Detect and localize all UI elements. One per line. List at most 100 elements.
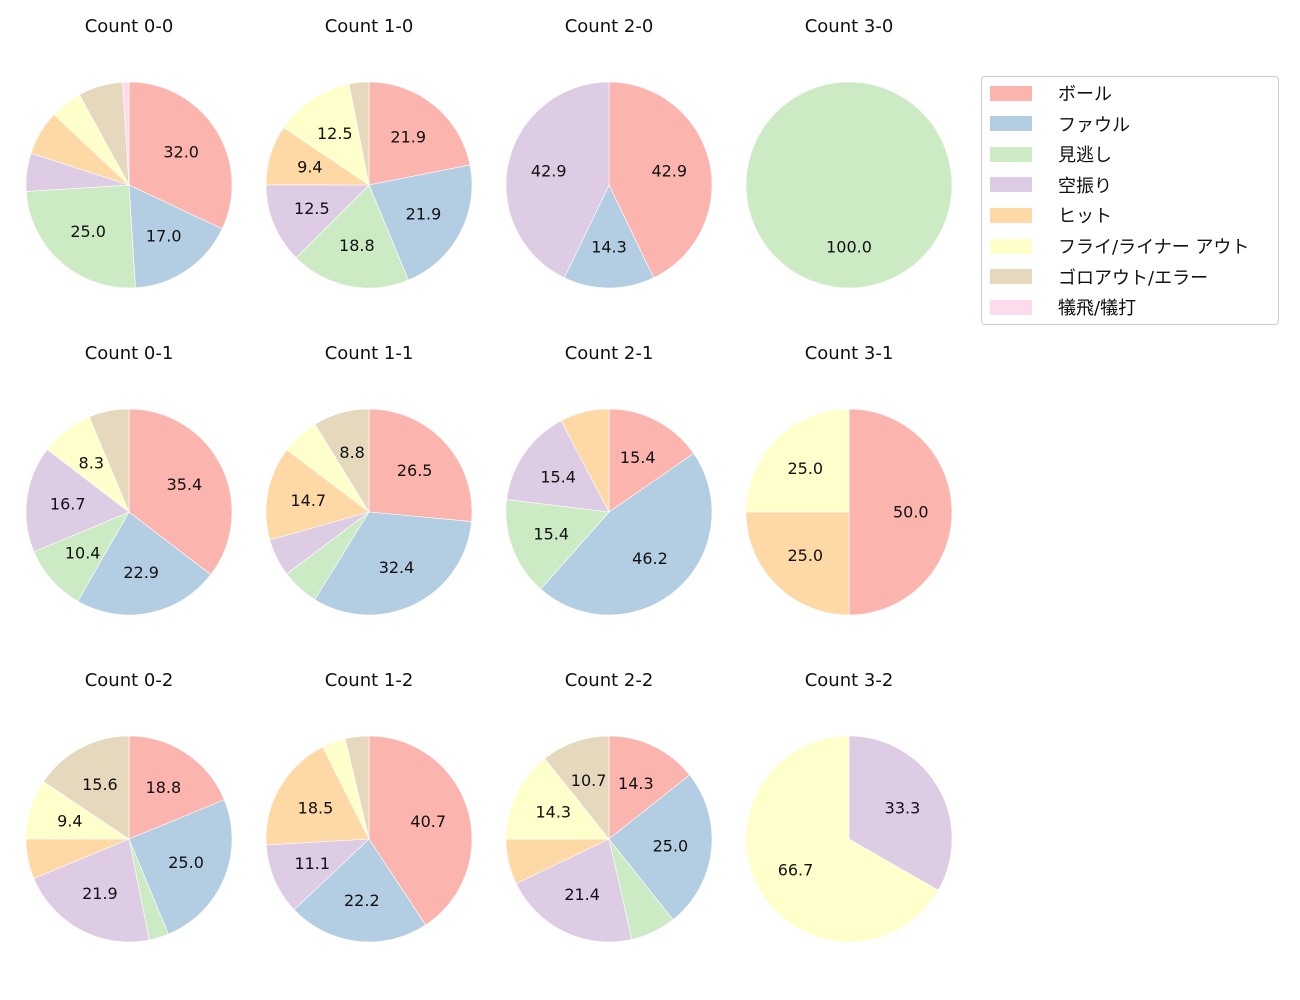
slice-value-label: 12.5: [294, 199, 330, 218]
slice-value-label: 22.9: [123, 563, 159, 582]
legend-item: フライ/ライナー アウト: [990, 234, 1249, 258]
pie-panel-count-1-2: Count 1-2 40.7 22.2 11.1 18.5: [249, 654, 489, 974]
slice-value-label: 16.7: [50, 495, 86, 514]
pie-slice-5: [560, 408, 610, 513]
pie-slice-7: [348, 81, 370, 186]
pie-slice-2: [563, 184, 655, 289]
pie-panel-count-1-1: Count 1-1 26.5 32.4 14.7 8.8: [249, 327, 489, 647]
pie-svg: 21.9 21.9 18.8 12.5 9.4 12.5: [265, 81, 473, 289]
slice-value-label: 21.9: [82, 884, 118, 903]
pie-slice-2: [368, 164, 473, 281]
pie-slice-6: [745, 735, 939, 943]
pie-title: Count 0-2: [84, 670, 174, 691]
pie-slice-2: [293, 838, 427, 943]
pie-slice-2: [608, 774, 713, 921]
slice-value-label: 18.5: [298, 799, 334, 818]
pie-slice-7: [544, 735, 610, 840]
legend-swatch-icon: [990, 299, 1032, 315]
legend-item: 犠飛/犠打: [990, 295, 1136, 319]
slice-value-label: 11.1: [294, 854, 330, 873]
slice-value-label: 21.4: [564, 885, 600, 904]
legend-swatch-icon: [990, 116, 1032, 132]
pie-title: Count 2-2: [564, 670, 654, 691]
slice-value-label: 42.9: [531, 162, 567, 181]
legend-item: 空振り: [990, 173, 1112, 197]
legend-swatch-icon: [990, 207, 1032, 223]
slice-value-label: 14.7: [290, 491, 326, 510]
pie-svg: 100.0: [745, 81, 953, 289]
legend-label: 犠飛/犠打: [1058, 298, 1137, 320]
pie-title: Count 1-0: [324, 16, 414, 37]
pie-slice-1: [848, 408, 953, 616]
pie-slice-3: [25, 184, 136, 289]
legend-item: ヒット: [990, 203, 1112, 227]
slice-value-label: 40.7: [410, 812, 446, 831]
slice-value-label: 25.0: [787, 546, 823, 565]
pie-slice-2: [128, 184, 223, 289]
pie-panel-count-3-0: Count 3-0 100.0: [729, 0, 969, 320]
legend-swatch-icon: [990, 269, 1032, 285]
legend-label: 空振り: [1058, 175, 1112, 197]
pie-slice-4: [265, 184, 370, 259]
pie-svg: 32.0 17.0 25.0: [25, 81, 233, 289]
legend-item: 見逃し: [990, 142, 1112, 166]
slice-value-label: 25.0: [70, 222, 106, 241]
slice-value-label: 25.0: [653, 837, 689, 856]
pie-panel-count-3-2: Count 3-2 33.3 66.7: [729, 654, 969, 974]
slice-value-label: 35.4: [167, 475, 203, 494]
pie-slice-7: [88, 408, 130, 513]
pie-svg: 14.325.021.414.310.7: [505, 735, 713, 943]
pie-title: Count 0-1: [84, 343, 174, 364]
pie-slice-3: [295, 184, 409, 289]
pie-slice-1: [608, 408, 695, 513]
pie-svg: 15.4 46.2 15.4 15.4: [505, 408, 713, 616]
pie-slice-8: [122, 81, 130, 186]
pie-panel-count-0-2: Count 0-2 18.8 25.0 21.9 9.4 15.6: [9, 654, 249, 974]
slice-value-label: 15.4: [620, 448, 656, 467]
legend-label: ファウル: [1058, 114, 1130, 136]
legend-label: ヒット: [1058, 206, 1112, 228]
pie-svg: 33.3 66.7: [745, 735, 953, 943]
pie-slice-6: [745, 408, 850, 513]
pie-slice-2: [77, 511, 212, 616]
slice-value-label: 25.0: [168, 853, 204, 872]
slice-value-label: 15.4: [533, 524, 569, 543]
pie-panel-count-1-0: Count 1-0 21.9 21.9 18.8 12.5 9.4 12.5: [249, 0, 489, 320]
slice-value-label: 32.0: [163, 142, 199, 161]
pie-slice-3: [505, 499, 610, 590]
slice-value-label: 18.8: [146, 778, 182, 797]
pie-title: Count 1-1: [324, 343, 414, 364]
pie-slice-1: [608, 81, 713, 279]
legend-swatch-icon: [990, 85, 1032, 101]
pie-title: Count 3-2: [804, 670, 894, 691]
legend-swatch-icon: [990, 177, 1032, 193]
pie-slice-1: [128, 81, 233, 230]
pie-slice-1: [128, 735, 225, 840]
slice-value-label: 33.3: [885, 799, 921, 818]
legend-label: ゴロアウト/エラー: [1058, 267, 1209, 289]
slice-value-label: 10.7: [571, 771, 607, 790]
pie-slice-4: [505, 81, 610, 279]
slice-value-label: 100.0: [826, 237, 872, 256]
pie-svg: 50.0 25.0 25.0: [745, 408, 953, 616]
slice-value-label: 50.0: [893, 503, 929, 522]
slice-value-label: 46.2: [632, 549, 668, 568]
legend-swatch-icon: [990, 146, 1032, 162]
pie-panel-count-2-0: Count 2-0 42.9 14.3 42.9: [489, 0, 729, 320]
legend-item: ボール: [990, 81, 1112, 105]
pie-svg: 42.9 14.3 42.9: [505, 81, 713, 289]
slice-value-label: 18.8: [339, 236, 375, 255]
slice-value-label: 12.5: [317, 124, 353, 143]
slice-value-label: 22.2: [344, 891, 380, 910]
slice-value-label: 9.4: [57, 811, 82, 830]
pie-slice-2: [314, 511, 472, 616]
pie-slice-3: [745, 81, 953, 289]
slice-value-label: 21.9: [390, 128, 426, 147]
pie-slice-4: [33, 838, 150, 943]
slice-value-label: 25.0: [787, 459, 823, 478]
pie-title: Count 3-0: [804, 16, 894, 37]
slice-value-label: 8.3: [79, 454, 104, 473]
pie-slice-4: [265, 838, 370, 911]
chart-legend: ボールファウル見逃し空振りヒットフライ/ライナー アウトゴロアウト/エラー 犠飛/…: [981, 76, 1279, 325]
